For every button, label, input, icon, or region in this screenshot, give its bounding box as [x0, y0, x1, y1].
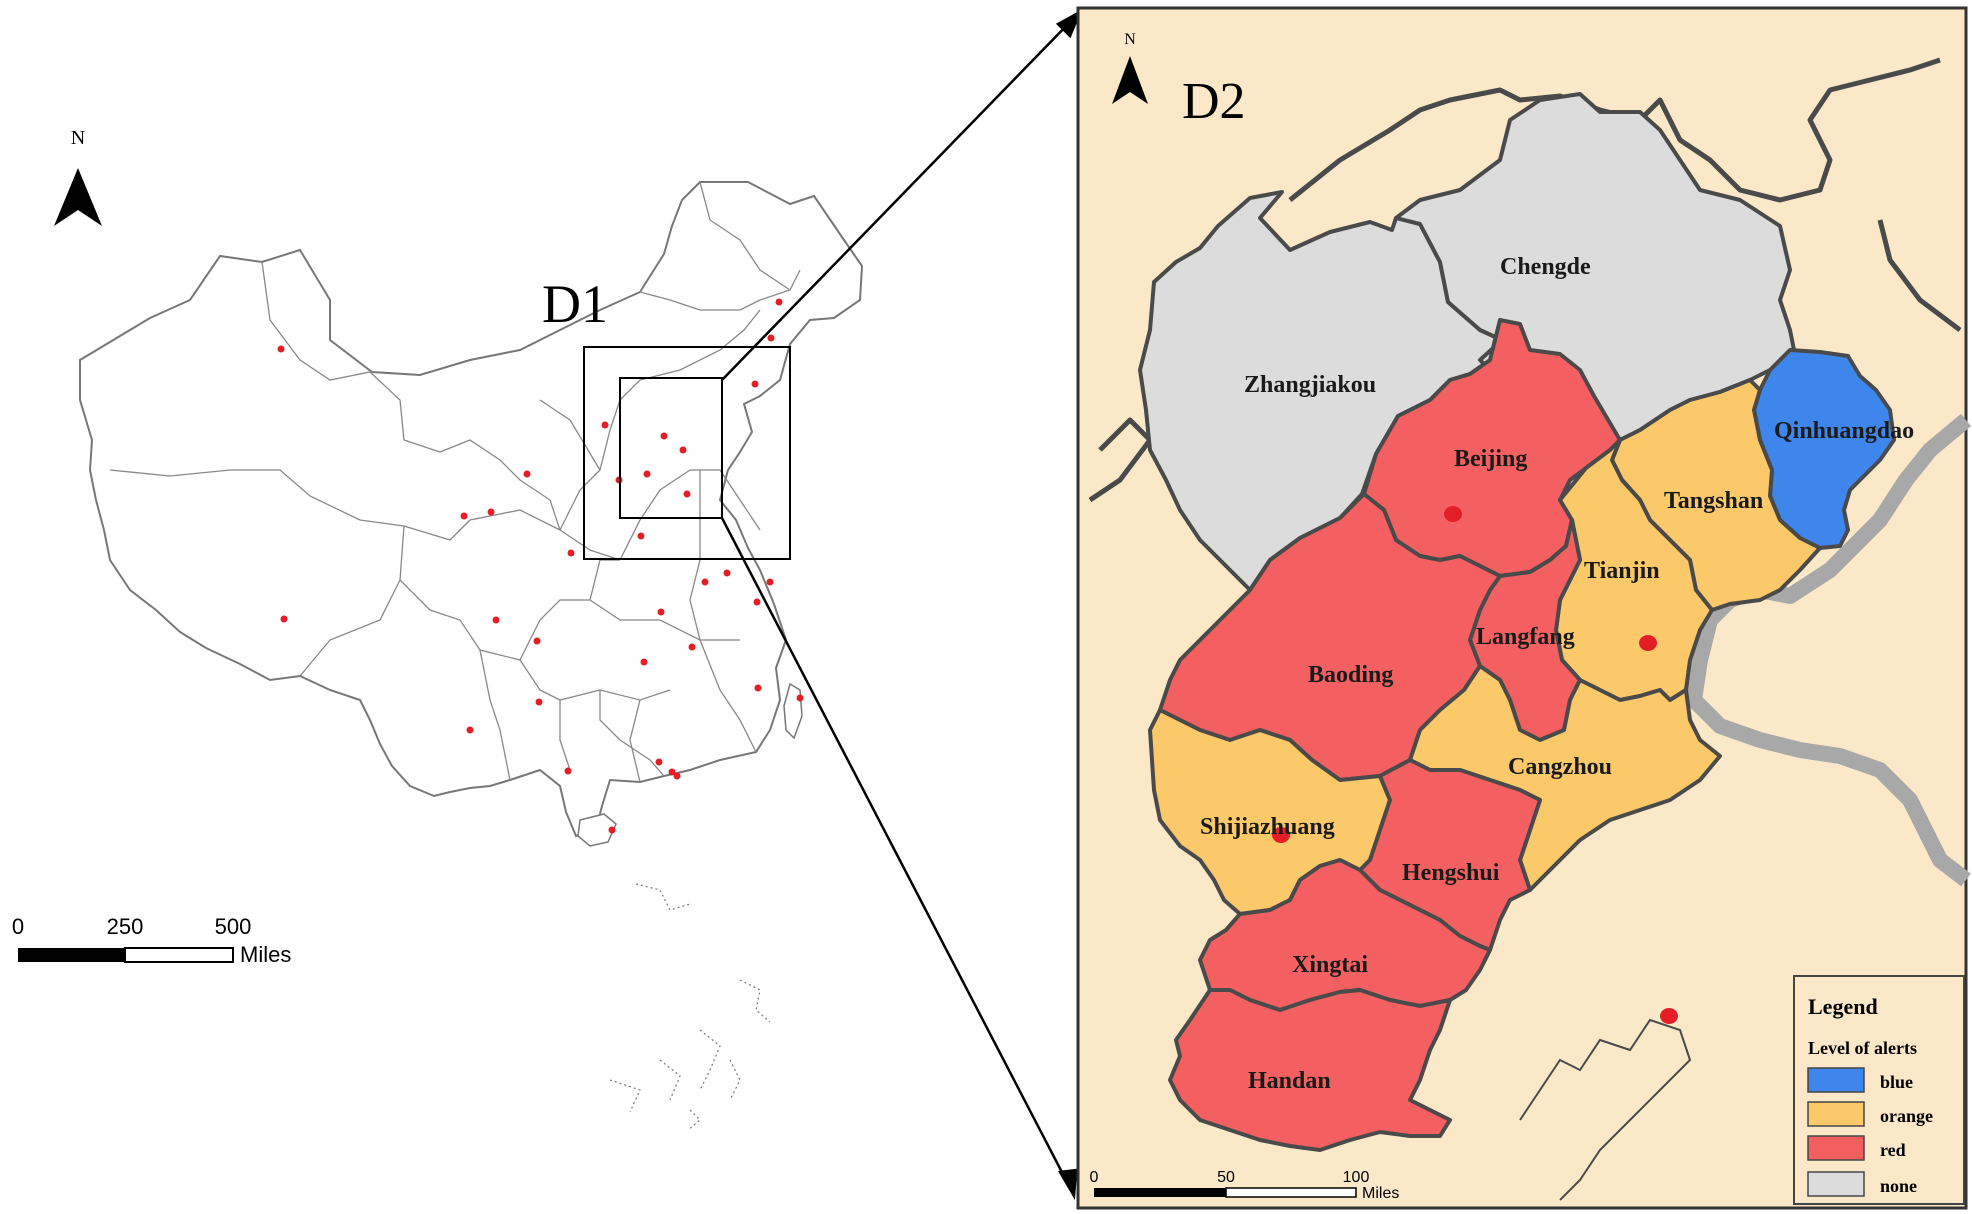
legend-subtitle: Level of alerts	[1808, 1038, 1917, 1058]
d1-scale-unit: Miles	[240, 942, 291, 967]
d2-scale-tick-0: 0	[1090, 1169, 1099, 1186]
d1-province-lines	[109, 181, 801, 783]
label-handan: Handan	[1248, 1068, 1331, 1094]
label-hengshui: Hengshui	[1402, 860, 1500, 886]
label-shijiazhuang: Shijiazhuang	[1200, 814, 1335, 840]
d1-taiwan	[783, 682, 803, 740]
d2-bohai-coastline	[1686, 413, 1972, 887]
d2-shandong-coast	[1519, 1018, 1692, 1201]
d1-north-label: N	[71, 127, 85, 149]
label-tianjin: Tianjin	[1584, 558, 1660, 584]
label-langfang: Langfang	[1476, 624, 1575, 650]
label-baoding: Baoding	[1308, 662, 1393, 688]
zoom-connector-arrows	[720, 9, 1083, 1201]
d2-scale-unit: Miles	[1362, 1185, 1399, 1202]
region-handan	[1168, 988, 1452, 1152]
legend-label-red: red	[1880, 1140, 1906, 1160]
legend-swatch-red	[1807, 1135, 1865, 1161]
d1-inner-box	[619, 377, 723, 519]
d1-label: D1	[542, 274, 608, 334]
legend-title: Legend	[1808, 994, 1878, 1019]
d1-scale-bar: 0 250 500 Miles	[12, 914, 291, 967]
d2-region-labels: Zhangjiakou Chengde Qinhuangdao Beijing …	[1200, 254, 1914, 1094]
d1-panel: N	[12, 127, 864, 1131]
label-chengde: Chengde	[1500, 254, 1591, 280]
legend-label-none: none	[1880, 1176, 1917, 1196]
legend-swatch-orange	[1807, 1101, 1865, 1127]
d2-regions	[1138, 92, 1896, 1152]
d1-outer-box	[583, 346, 791, 560]
d2-scale-tick-100: 100	[1343, 1169, 1370, 1186]
d2-label: D2	[1182, 73, 1246, 130]
d1-scale-tick-250: 250	[107, 914, 144, 939]
label-tangshan: Tangshan	[1664, 488, 1763, 514]
legend-swatch-none	[1807, 1171, 1865, 1197]
d1-scale-tick-0: 0	[12, 914, 24, 939]
d1-south-sea-islands	[609, 883, 771, 1131]
d1-china-outline	[79, 181, 864, 838]
d2-north-arrow-icon: N	[1112, 31, 1148, 104]
label-qinhuangdao: Qinhuangdao	[1774, 418, 1914, 444]
d1-north-arrow-icon: N	[54, 127, 102, 226]
label-beijing: Beijing	[1454, 446, 1527, 472]
label-zhangjiakou: Zhangjiakou	[1244, 372, 1376, 398]
d2-scale-tick-50: 50	[1217, 1169, 1235, 1186]
legend: Legend Level of alerts blue orange red n…	[1793, 975, 1965, 1205]
d2-panel: Zhangjiakou Chengde Qinhuangdao Beijing …	[1076, 6, 1972, 1210]
d1-hainan	[577, 813, 617, 847]
legend-label-blue: blue	[1880, 1072, 1913, 1092]
d2-station-markers	[1272, 506, 1678, 1024]
d2-north-label: N	[1124, 31, 1136, 48]
d2-scale-bar: 0 50 100 Miles	[1090, 1169, 1400, 1202]
legend-swatch-blue	[1807, 1067, 1865, 1093]
label-cangzhou: Cangzhou	[1508, 754, 1612, 780]
label-xingtai: Xingtai	[1292, 952, 1368, 978]
legend-label-orange: orange	[1880, 1106, 1933, 1126]
d1-scale-tick-500: 500	[215, 914, 252, 939]
